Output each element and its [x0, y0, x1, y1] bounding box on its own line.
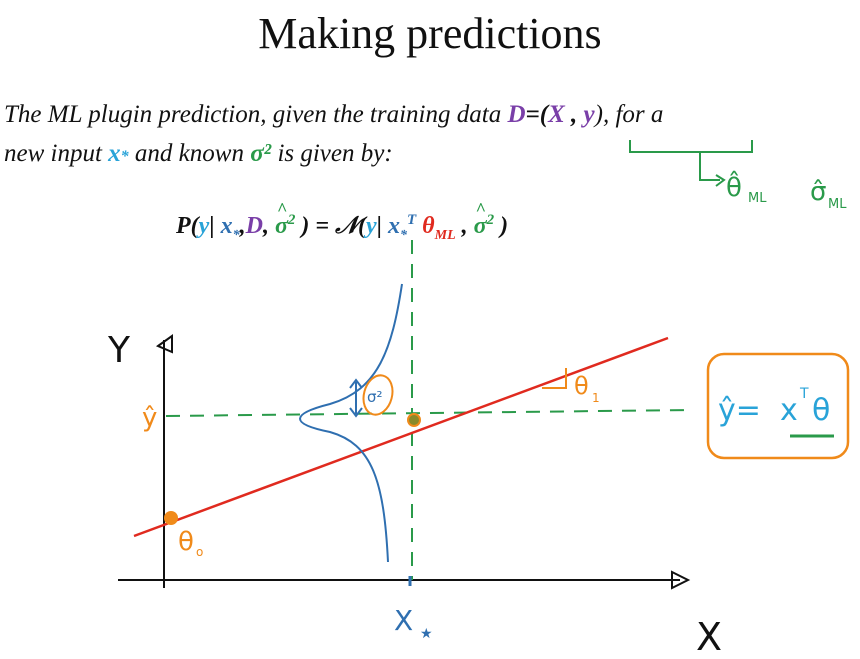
y-hat-guide [165, 409, 691, 417]
sigma-squared-label: σ² [367, 388, 383, 406]
formula-sigma-hat: σ [275, 199, 288, 240]
formula-bar: | [376, 213, 388, 239]
boxed-transpose: T [799, 386, 809, 402]
new-input-symbol: x [108, 140, 121, 167]
description-text: The ML plugin prediction, given the trai… [4, 101, 508, 128]
formula-transpose: T [407, 212, 417, 228]
regression-line [133, 336, 669, 538]
formula-equals: ) = [295, 213, 336, 239]
slope-marker-icon [542, 368, 567, 389]
arrow-head-icon [715, 174, 726, 187]
formula-normal: 𝒩( [335, 213, 367, 239]
gaussian-curve [299, 283, 403, 563]
formula-close: ) [494, 213, 509, 239]
description-text: new input [4, 140, 109, 167]
x-star-label: X [394, 604, 413, 637]
theta1-label: θ [574, 372, 589, 400]
formula-star: * [400, 227, 407, 243]
formula-y: y [198, 213, 210, 239]
boxed-theta: θ [812, 393, 830, 428]
formula-x-star: x [388, 213, 400, 239]
variance-arrows-icon [349, 378, 363, 418]
x-axis-arrow-icon [671, 570, 691, 590]
formula-square: 2 [486, 212, 495, 228]
ml-subscript: ML [748, 191, 767, 206]
ml-subscript: ML [828, 197, 847, 212]
bracket-annotation [629, 140, 753, 153]
star-subscript: * [120, 148, 129, 165]
formula-ml-subscript: ML [434, 227, 456, 243]
y-hat-label: ŷ [142, 403, 157, 433]
arrow-annotation [699, 152, 720, 181]
formula-y: y [366, 213, 377, 239]
description-tail: ), for a [594, 101, 664, 128]
comma: , [564, 101, 584, 128]
sigma-ml-hat-annotation: σ̂ [810, 177, 826, 207]
slide-title: Making predictions [258, 9, 602, 58]
boxed-y-hat: ŷ= [718, 393, 761, 428]
dataset-symbol: D [507, 101, 526, 128]
formula-comma: , [262, 213, 275, 239]
variance-symbol: σ² [250, 140, 272, 167]
description-line-2: new input x* and known σ² is given by: [4, 140, 393, 168]
description-line-1: The ML plugin prediction, given the trai… [4, 101, 663, 129]
variance-circle [362, 374, 394, 416]
formula-sigma-hat: σ [474, 199, 487, 240]
star-subscript: ★ [420, 626, 433, 642]
formula-comma: , [239, 213, 246, 239]
theta-ml-hat-annotation: θ̂ [726, 169, 742, 203]
boxed-equation-frame [706, 352, 850, 460]
formula-comma: , [455, 213, 474, 239]
y-axis-label: Y [107, 330, 131, 371]
equals-paren: =( [525, 101, 549, 128]
formula-x-star: x [220, 213, 233, 239]
formula-square: 2 [287, 212, 296, 228]
theta1-subscript: 1 [592, 391, 600, 405]
description-tail: is given by: [271, 140, 393, 167]
targets-symbol: y [583, 101, 595, 128]
theta0-label: θ [178, 527, 194, 557]
description-text: and known [128, 140, 251, 167]
formula-D: D [245, 213, 263, 239]
formula-theta: θ [416, 213, 435, 239]
prediction-formula: P(y| x*,D, σ2 ) = 𝒩(y| x*T θML , σ2 ) [176, 199, 509, 244]
theta0-subscript: o [196, 545, 203, 559]
prediction-point [407, 413, 421, 427]
x-axis-label: X [696, 615, 722, 659]
formula-bar: | [209, 213, 221, 239]
y-axis-arrow-icon [155, 334, 173, 354]
inputs-symbol: X [548, 101, 565, 128]
formula-P: P( [176, 213, 199, 239]
formula-star: * [232, 227, 240, 243]
intercept-point [164, 511, 178, 525]
boxed-x: x [780, 393, 798, 428]
